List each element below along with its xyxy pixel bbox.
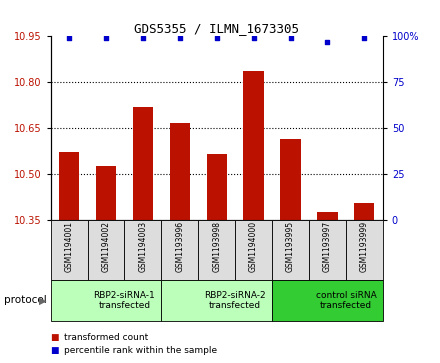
Bar: [317, 212, 337, 220]
Title: GDS5355 / ILMN_1673305: GDS5355 / ILMN_1673305: [134, 22, 299, 35]
Text: GSM1193996: GSM1193996: [175, 221, 184, 272]
Text: GSM1194003: GSM1194003: [138, 221, 147, 272]
Point: [250, 35, 257, 41]
Text: GSM1193995: GSM1193995: [286, 221, 295, 272]
Bar: [346, 220, 383, 280]
Text: GSM1194002: GSM1194002: [102, 221, 110, 272]
Point: [139, 35, 147, 41]
Bar: [280, 139, 301, 220]
Text: transformed count: transformed count: [64, 333, 148, 342]
Bar: [235, 220, 272, 280]
Text: ▶: ▶: [39, 295, 46, 305]
Text: percentile rank within the sample: percentile rank within the sample: [64, 346, 217, 355]
Text: GSM1193998: GSM1193998: [212, 221, 221, 272]
Bar: [125, 220, 161, 280]
Text: control siRNA
transfected: control siRNA transfected: [315, 291, 376, 310]
Point: [213, 35, 220, 41]
Bar: [51, 220, 88, 280]
Bar: [133, 107, 153, 220]
Point: [287, 35, 294, 41]
Bar: [59, 152, 79, 220]
Text: GSM1193997: GSM1193997: [323, 221, 332, 272]
Bar: [309, 220, 346, 280]
Point: [324, 39, 331, 45]
Bar: [170, 123, 190, 220]
Bar: [272, 220, 309, 280]
Bar: [354, 203, 374, 220]
Text: RBP2-siRNA-1
transfected: RBP2-siRNA-1 transfected: [94, 291, 155, 310]
Point: [66, 35, 73, 41]
Text: GSM1194001: GSM1194001: [65, 221, 73, 272]
Bar: [161, 220, 198, 280]
Point: [103, 35, 110, 41]
Text: ■: ■: [51, 333, 62, 342]
Text: GSM1194000: GSM1194000: [249, 221, 258, 272]
Point: [176, 35, 183, 41]
Text: RBP2-siRNA-2
transfected: RBP2-siRNA-2 transfected: [204, 291, 266, 310]
Bar: [88, 220, 125, 280]
Text: ■: ■: [51, 346, 62, 355]
Bar: [272, 280, 383, 321]
Bar: [161, 280, 272, 321]
Text: GSM1193999: GSM1193999: [360, 221, 369, 272]
Bar: [198, 220, 235, 280]
Text: protocol: protocol: [4, 295, 47, 305]
Bar: [51, 280, 161, 321]
Bar: [206, 154, 227, 220]
Bar: [243, 72, 264, 220]
Point: [361, 35, 368, 41]
Bar: [96, 166, 116, 220]
